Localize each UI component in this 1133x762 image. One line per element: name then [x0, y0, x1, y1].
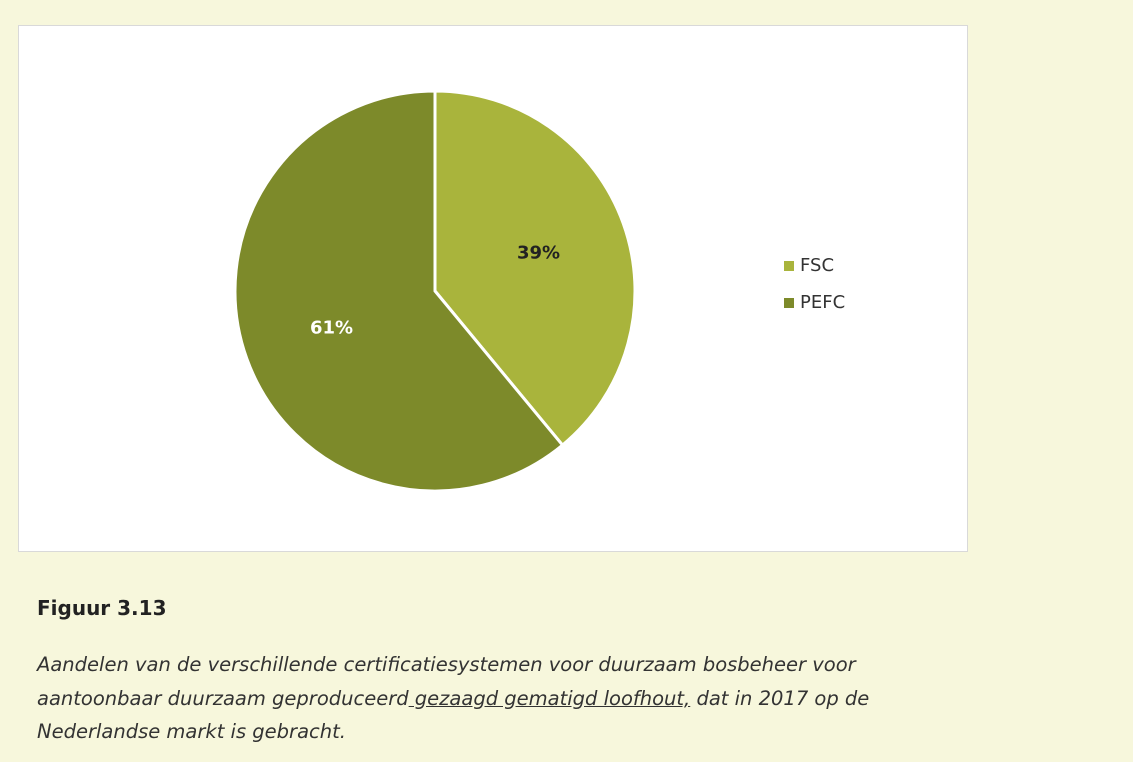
- legend-swatch: [784, 298, 794, 308]
- caption-line: Nederlandse markt is gebracht.: [37, 720, 346, 743]
- data-label: 61%: [310, 317, 353, 338]
- chart-panel: 39% 61% FSC PEFC: [18, 25, 968, 552]
- figure-title: Figuur 3.13: [37, 596, 167, 620]
- pie-slice: [433, 89, 637, 448]
- caption-text: aantoonbaar duurzaam geproduceerd: [37, 686, 409, 710]
- legend-label: PEFC: [800, 292, 845, 313]
- pie-slice: [233, 89, 565, 493]
- legend-swatch: [784, 261, 794, 271]
- chart: 39% 61% FSC PEFC: [233, 89, 845, 493]
- caption-link[interactable]: gezaagd gematigd loofhout,: [408, 686, 691, 710]
- legend-label: FSC: [800, 255, 834, 276]
- data-label: 39%: [517, 243, 560, 264]
- figure-caption: Aandelen van de verschillende certificat…: [37, 648, 869, 749]
- caption-text: dat in 2017 op de: [690, 686, 870, 710]
- caption-line: Aandelen van de verschillende certificat…: [37, 653, 856, 676]
